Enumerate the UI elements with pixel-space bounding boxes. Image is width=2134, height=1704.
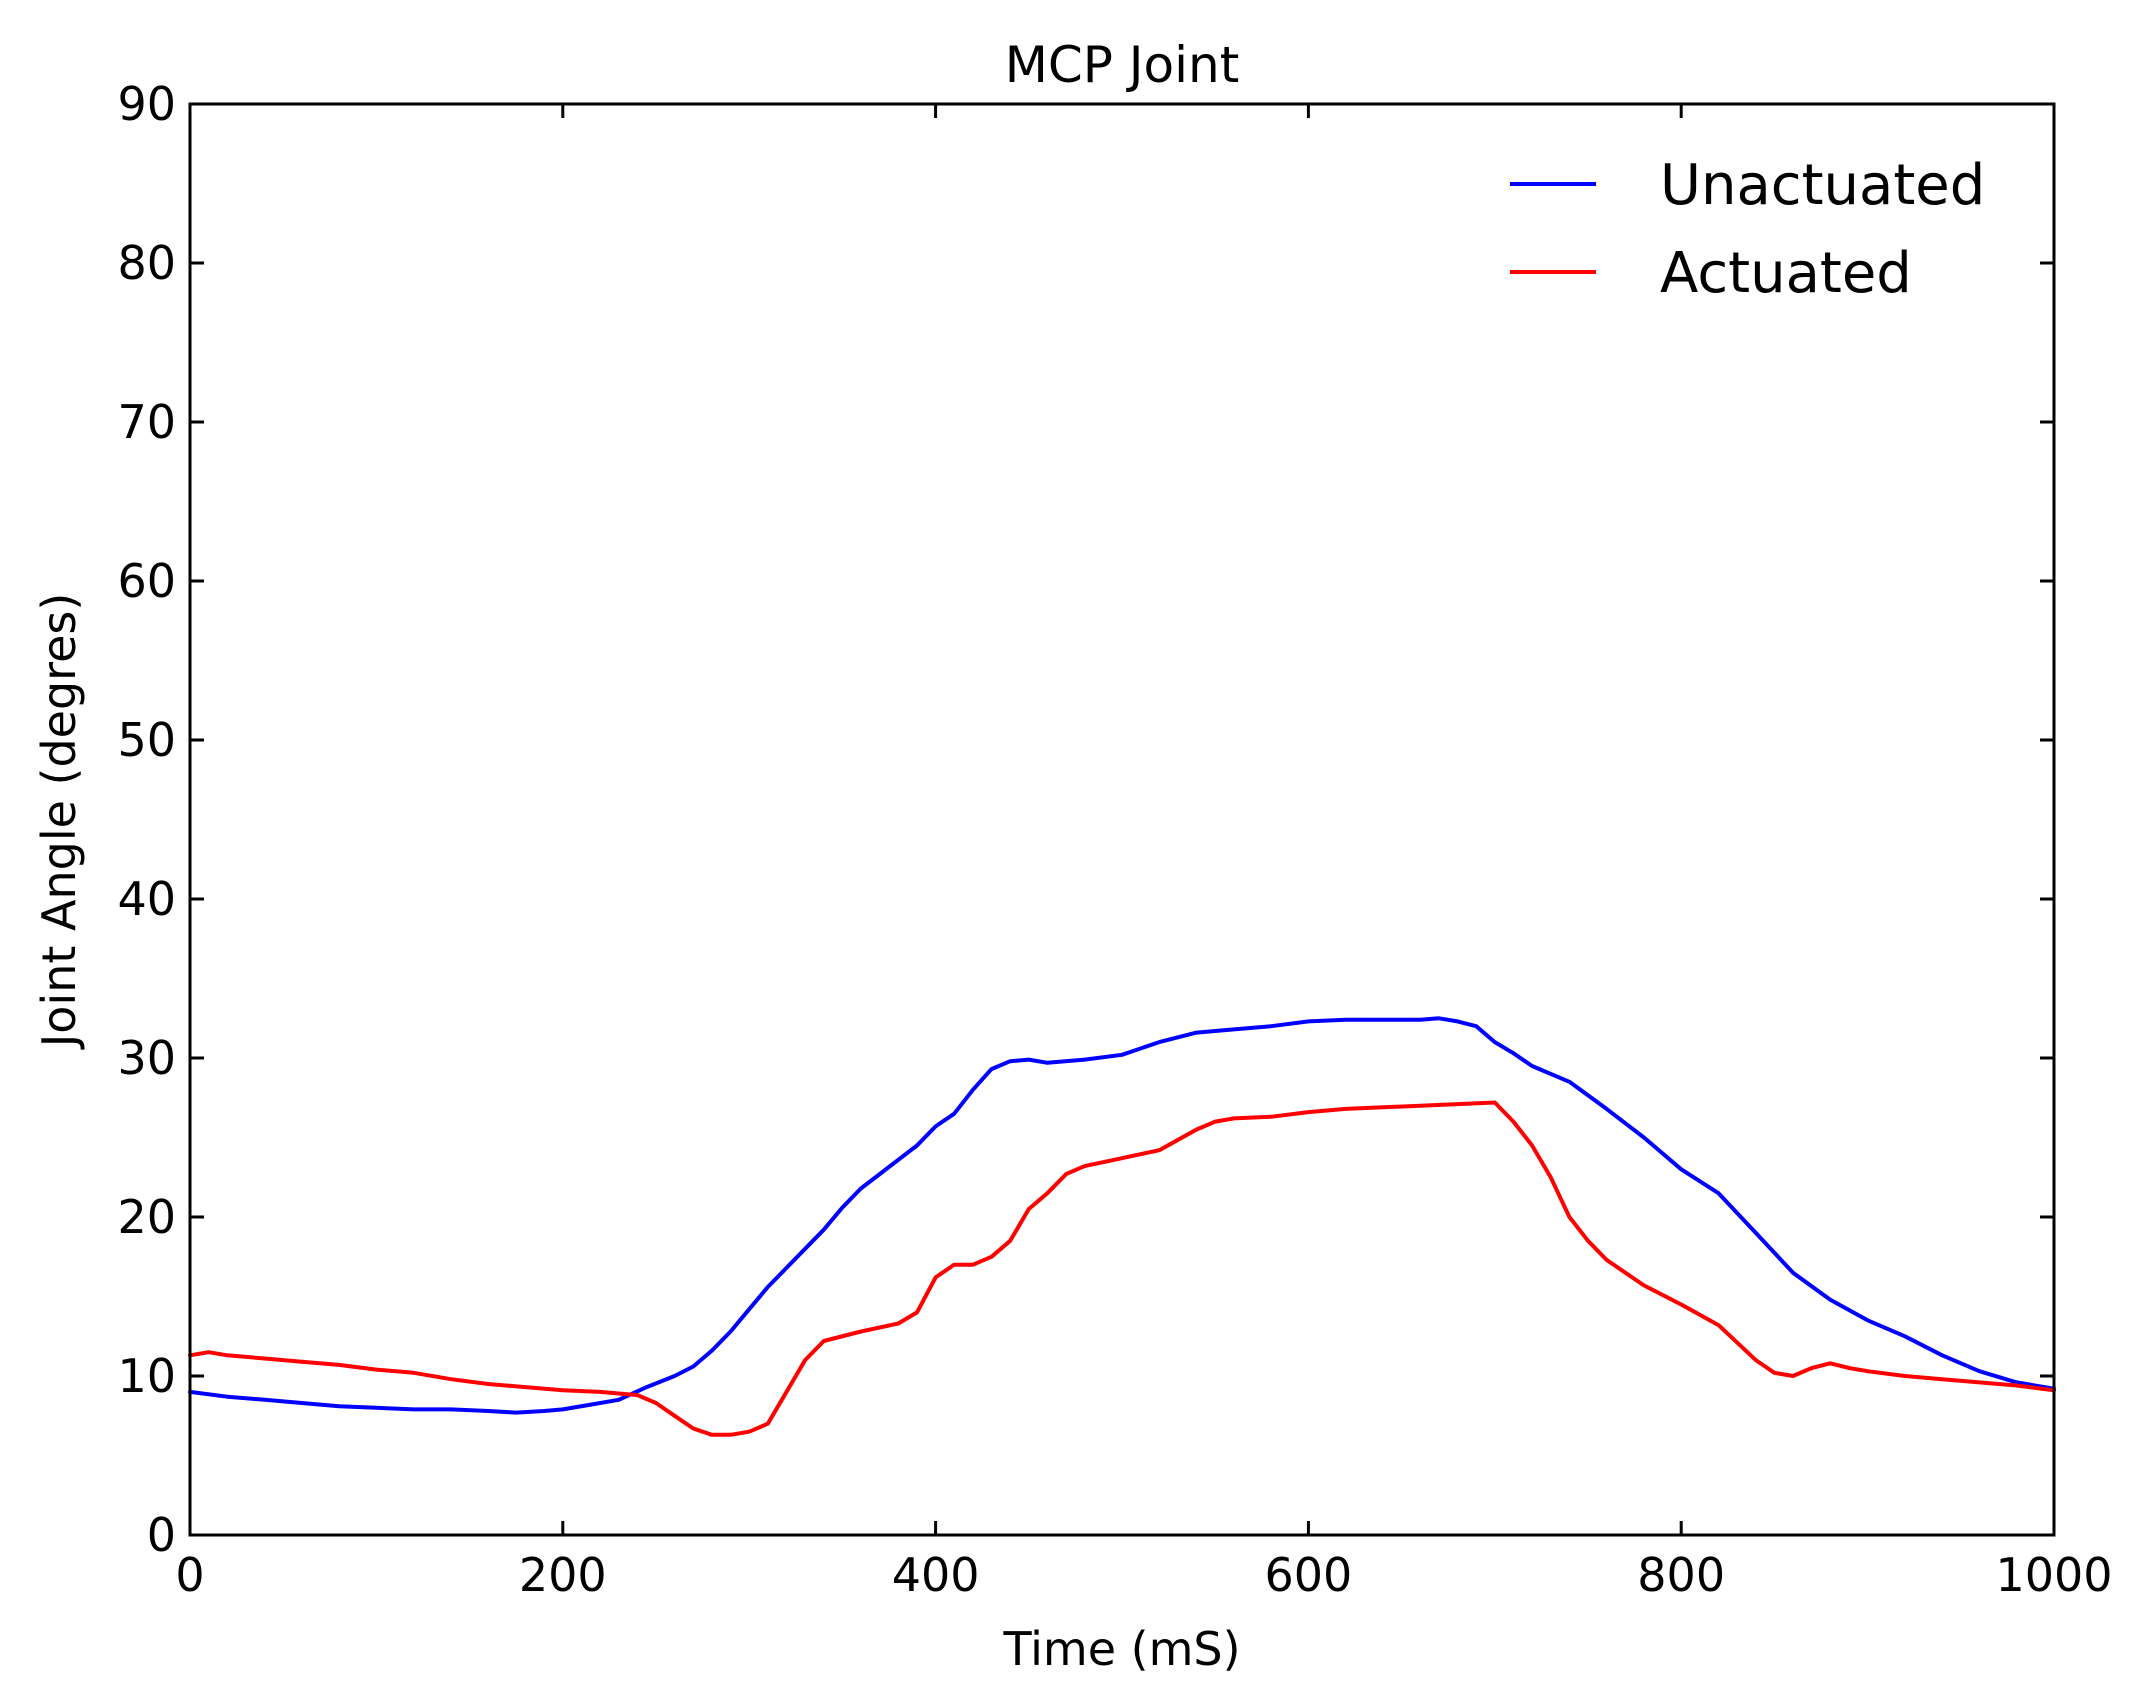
y-axis: 0 10 20 30 40 50 60 70 80 90 <box>117 77 2054 1562</box>
legend-label-actuated: Actuated <box>1660 241 1912 306</box>
y-tick-label: 30 <box>117 1031 176 1085</box>
y-tick-label: 70 <box>117 395 176 449</box>
series-layer <box>188 1016 2056 1437</box>
y-axis-label: Joint Angle (degres) <box>32 593 86 1051</box>
y-tick-label: 80 <box>117 236 176 290</box>
y-tick-label: 90 <box>117 77 176 131</box>
legend-label-unactuated: Unactuated <box>1660 153 1985 218</box>
x-axis-label: Time (mS) <box>1002 1622 1240 1676</box>
chart-title: MCP Joint <box>1005 36 1240 94</box>
y-tick-label: 60 <box>117 554 176 608</box>
x-tick-label: 600 <box>1264 1548 1352 1602</box>
y-tick-label: 40 <box>117 872 176 926</box>
x-tick-label: 400 <box>892 1548 980 1602</box>
x-tick-label: 800 <box>1637 1548 1725 1602</box>
x-tick-label: 1000 <box>1995 1548 2112 1602</box>
x-tick-label: 0 <box>175 1548 204 1602</box>
x-tick-label: 200 <box>519 1548 607 1602</box>
legend: Unactuated Actuated <box>1510 153 1985 306</box>
x-axis: 0 200 400 600 800 1000 <box>175 104 2113 1602</box>
y-tick-label: 0 <box>147 1508 176 1562</box>
series-line-unactuated <box>188 1016 2056 1415</box>
y-tick-label: 10 <box>117 1349 176 1403</box>
y-tick-label: 50 <box>117 713 176 767</box>
series-line-actuated <box>188 1100 2056 1437</box>
plot-frame <box>188 102 2056 1537</box>
y-tick-label: 20 <box>117 1190 176 1244</box>
